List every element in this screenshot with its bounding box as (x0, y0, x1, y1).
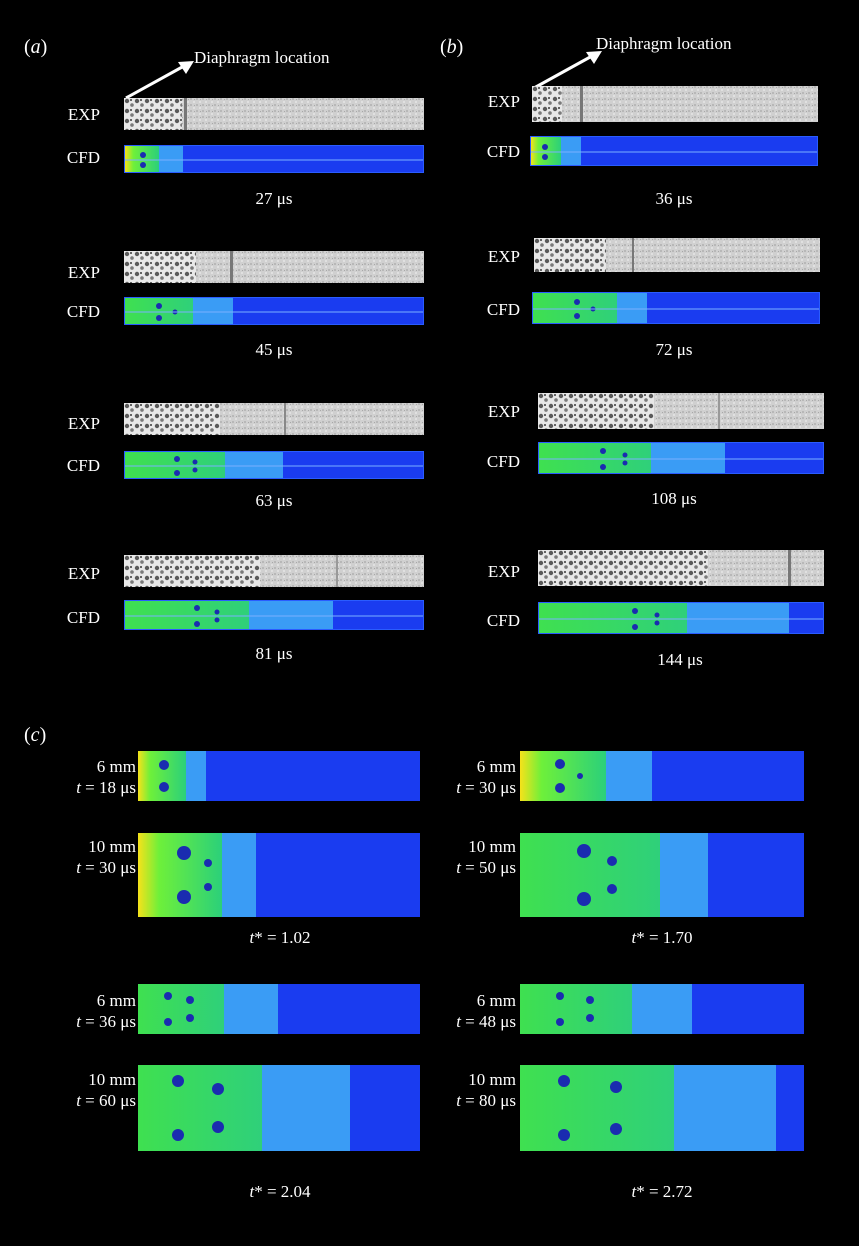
panel-a-cfd-image-2 (124, 297, 424, 325)
panel-b-arrow-icon (533, 51, 602, 90)
c2-right-large-label: 10 mm t = 80 μs (456, 1070, 516, 1110)
panel-b-exp-label: EXP (487, 562, 520, 581)
c2-left-small-label: 6 mm t = 36 μs (76, 991, 136, 1031)
c1-left-large-label: 10 mm t = 30 μs (76, 837, 136, 877)
panel-b-time-1: 36 μs (655, 189, 693, 208)
panel-a-exp-label: EXP (67, 263, 100, 282)
c2-right-tstar: t* = 2.72 (631, 1182, 693, 1201)
panel-a-annotation: Diaphragm location (194, 48, 330, 67)
c1-right-large-image (520, 833, 804, 917)
panel-a-time-3: 63 μs (255, 491, 293, 510)
panel-a-exp-image-2 (124, 251, 424, 283)
panel-a-exp-label: EXP (67, 414, 100, 433)
c2-left-small-image (138, 984, 420, 1034)
c2-right-small-label: 6 mm t = 48 μs (456, 991, 516, 1031)
panel-b-cfd-label: CFD (486, 142, 520, 161)
panel-b-cfd-image-4 (538, 602, 824, 634)
panel-b-exp-label: EXP (487, 247, 520, 266)
panel-a-exp-label: EXP (67, 564, 100, 583)
panel-a-cfd-label: CFD (66, 302, 100, 321)
panel-b-exp-label: EXP (487, 402, 520, 421)
c1-right-small-label: 6 mm t = 30 μs (456, 757, 516, 797)
c1-right-small-image (520, 751, 804, 801)
c2-left-tstar: t* = 2.04 (249, 1182, 311, 1201)
panel-a-label: (a) (24, 36, 48, 58)
panel-b-time-4: 144 μs (657, 650, 703, 669)
c2-right-large-image (520, 1065, 804, 1151)
c1-right-tstar: t* = 1.70 (631, 928, 693, 947)
c2-right-small-image (520, 984, 804, 1034)
panel-b-exp-label: EXP (487, 92, 520, 111)
panel-a-exp-image-4 (124, 555, 424, 587)
c1-right-large-label: 10 mm t = 50 μs (456, 837, 516, 877)
c1-left-small-label: 6 mm t = 18 μs (76, 757, 136, 797)
panel-b-cfd-label: CFD (486, 611, 520, 630)
panel-a-time-4: 81 μs (255, 644, 293, 663)
panel-b-time-2: 72 μs (655, 340, 693, 359)
panel-c-label: (c) (24, 724, 47, 746)
panel-a-exp-image-3 (124, 403, 424, 435)
panel-a-cfd-image-4 (124, 600, 424, 630)
panel-a-time-2: 45 μs (255, 340, 293, 359)
panel-a-exp-label: EXP (67, 105, 100, 124)
panel-a-cfd-label: CFD (66, 456, 100, 475)
panel-b-cfd-label: CFD (486, 452, 520, 471)
panel-b-annotation: Diaphragm location (596, 34, 732, 53)
c2-left-large-label: 10 mm t = 60 μs (76, 1070, 136, 1110)
panel-b-exp-image-1 (532, 86, 818, 122)
panel-b-cfd-image-3 (538, 442, 824, 474)
panel-b-time-3: 108 μs (651, 489, 697, 508)
panel-a-exp-image-1 (124, 98, 424, 130)
panel-b-label: (b) (440, 36, 464, 58)
panel-a-cfd-image-3 (124, 451, 424, 479)
panel-b-exp-image-2 (534, 238, 820, 272)
panel-a-arrow-icon (125, 61, 194, 100)
c1-left-large-image (138, 833, 420, 917)
c1-left-small-image (138, 751, 420, 801)
panel-a-cfd-label: CFD (66, 148, 100, 167)
c1-left-tstar: t* = 1.02 (249, 928, 311, 947)
panel-b-cfd-label: CFD (486, 300, 520, 319)
panel-a-time-1: 27 μs (255, 189, 293, 208)
c2-left-large-image (138, 1065, 420, 1151)
panel-a-cfd-label: CFD (66, 608, 100, 627)
panel-b-cfd-image-2 (532, 292, 820, 324)
panel-b-exp-image-4 (538, 550, 824, 586)
panel-a-cfd-image-1 (124, 145, 424, 173)
panel-b-cfd-image-1 (530, 136, 818, 166)
panel-b-exp-image-3 (538, 393, 824, 429)
